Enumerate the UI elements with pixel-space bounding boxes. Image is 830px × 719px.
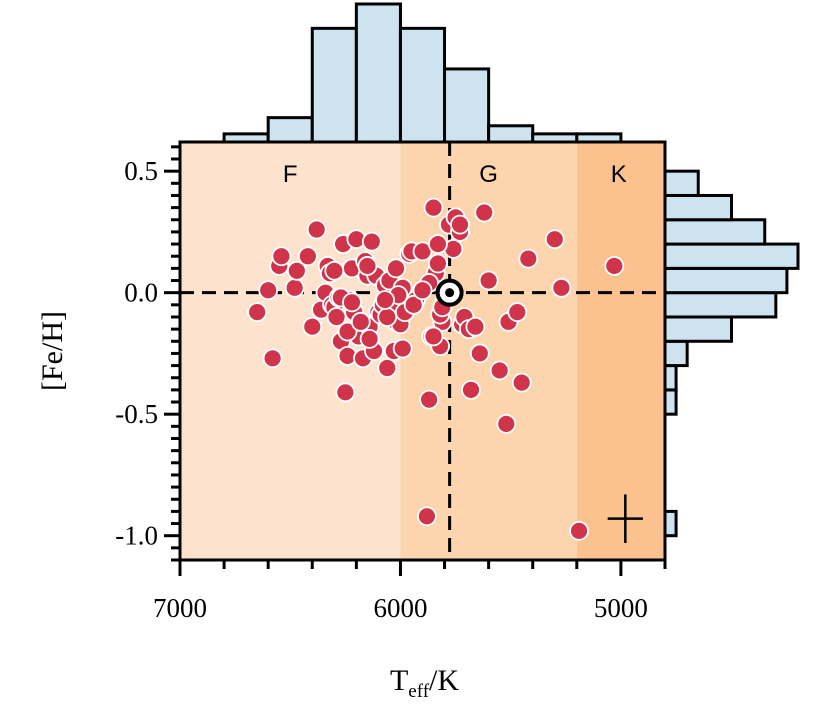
data-point xyxy=(377,358,398,378)
data-point xyxy=(465,316,486,337)
feh-hist-bar xyxy=(663,339,689,368)
y-axis: 0.5 0.0 -0.5 -1.0 xyxy=(115,145,180,562)
data-point xyxy=(297,246,318,267)
teff-hist-bar xyxy=(398,26,447,144)
feh-hist-bar xyxy=(663,509,678,538)
data-point xyxy=(450,214,470,235)
data-point xyxy=(337,321,358,342)
region-label-k: K xyxy=(611,161,627,188)
region-label-f: F xyxy=(283,161,298,188)
data-point xyxy=(359,328,380,349)
data-point xyxy=(284,277,305,298)
feh-hist-bar xyxy=(663,218,767,246)
y-tick-label: 0.0 xyxy=(124,278,158,308)
feh-hist-bar xyxy=(663,242,800,270)
data-point xyxy=(474,202,495,223)
region-k xyxy=(576,142,665,560)
data-point xyxy=(357,256,378,276)
y-tick-label: -1.0 xyxy=(115,521,158,551)
feh-hist-bar xyxy=(663,193,733,222)
data-point xyxy=(428,234,448,254)
x-tick-label: 6000 xyxy=(373,593,427,623)
data-point xyxy=(375,290,395,310)
star-points xyxy=(247,197,625,541)
data-point xyxy=(518,248,539,269)
data-point xyxy=(247,302,268,323)
feh-hist-bar xyxy=(663,364,678,392)
teff-hist-bar xyxy=(443,67,491,144)
data-point xyxy=(350,311,371,332)
data-point xyxy=(392,338,413,359)
data-point xyxy=(361,231,382,252)
data-point xyxy=(469,343,490,364)
data-point xyxy=(461,379,481,400)
spectral-type-regions xyxy=(180,142,665,560)
data-point xyxy=(544,229,565,250)
data-point xyxy=(507,302,528,323)
data-point xyxy=(377,307,398,327)
data-point xyxy=(428,253,448,274)
data-point xyxy=(306,219,327,240)
data-point xyxy=(551,277,572,298)
data-point xyxy=(604,256,625,276)
y-tick-label: -0.5 xyxy=(115,399,158,429)
y-tick-label: 0.5 xyxy=(124,156,158,186)
feh-hist-bar xyxy=(663,291,778,319)
teff-hist-bar xyxy=(266,116,314,144)
x-tick-label: 7000 xyxy=(153,593,207,623)
teff-histogram xyxy=(222,2,623,144)
sun-dot xyxy=(445,288,455,298)
feh-hist-bar xyxy=(663,315,733,343)
teff-hist-bar xyxy=(310,26,358,144)
data-point xyxy=(403,294,424,315)
x-axis-label-sub: eff xyxy=(408,681,429,702)
data-point xyxy=(262,348,283,369)
data-point xyxy=(386,258,406,279)
data-point xyxy=(286,260,307,281)
x-axis-label-main: T xyxy=(390,664,408,697)
teff-hist-bar xyxy=(487,124,535,144)
data-point xyxy=(417,506,437,527)
x-tick-label: 5000 xyxy=(594,593,648,623)
data-point xyxy=(511,372,532,393)
feh-hist-bar xyxy=(663,266,789,295)
data-point xyxy=(258,280,279,301)
data-point xyxy=(419,389,440,410)
data-point xyxy=(423,197,444,218)
data-point xyxy=(412,280,433,301)
x-axis-label-unit: /K xyxy=(429,664,459,697)
feh-hist-bar xyxy=(663,169,700,197)
data-point xyxy=(496,414,517,434)
data-point xyxy=(302,316,323,337)
plot-frame xyxy=(178,140,667,562)
data-point xyxy=(423,326,444,347)
sun-symbol xyxy=(435,278,464,307)
data-point xyxy=(489,360,510,381)
y-axis-label: [Fe/H] xyxy=(36,311,69,391)
error-bar xyxy=(607,494,643,543)
data-point xyxy=(335,382,356,403)
data-point xyxy=(271,246,292,267)
data-point xyxy=(342,292,362,313)
feh-histogram xyxy=(663,169,800,538)
teff-hist-bar xyxy=(354,2,402,144)
region-label-g: G xyxy=(479,161,498,188)
data-point xyxy=(478,270,499,291)
x-axis-label: Teff/K xyxy=(390,664,459,702)
feh-hist-bar xyxy=(663,388,678,416)
data-point xyxy=(569,520,589,541)
data-point xyxy=(326,307,347,327)
x-axis: 7000 6000 5000 xyxy=(153,560,667,623)
data-point xyxy=(324,260,345,281)
